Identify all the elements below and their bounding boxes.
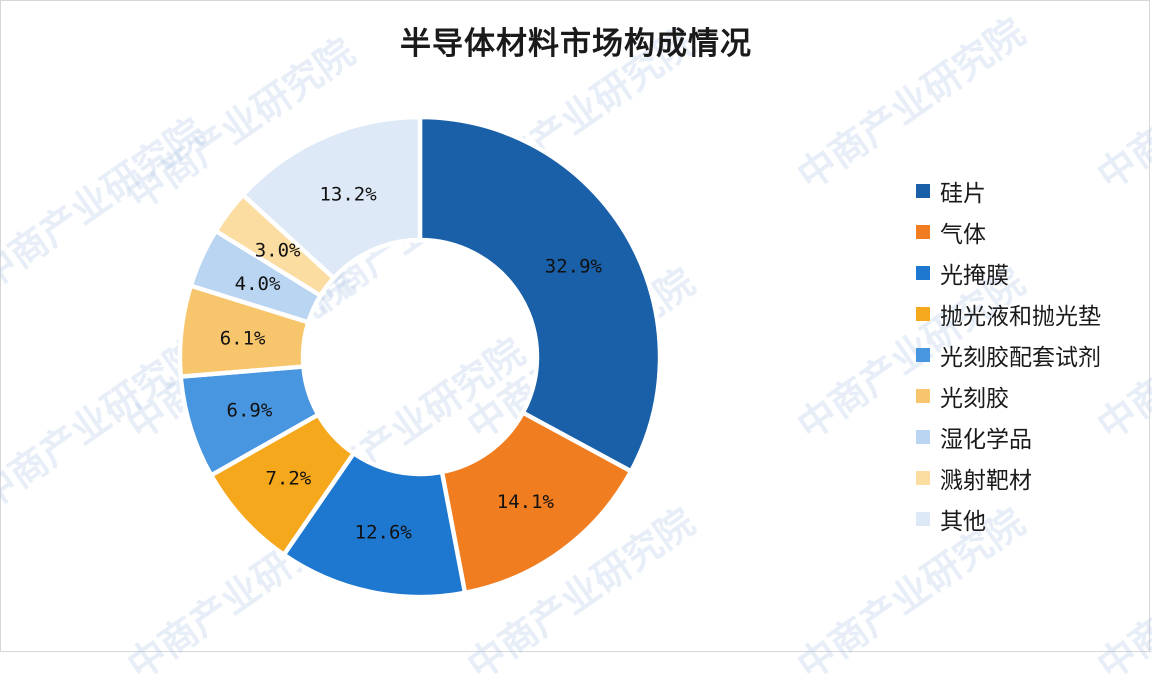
donut-slice-1	[439, 409, 635, 596]
legend-item: 气体	[916, 211, 1101, 252]
legend-swatch	[916, 511, 930, 526]
slice-value-label: 6.9%	[227, 399, 273, 421]
legend-item: 其他	[916, 498, 1101, 539]
legend: 硅片气体光掩膜抛光液和抛光垫 光刻胶配套试剂 光刻胶湿化学品溅射靶材其他	[916, 170, 1101, 539]
legend-label: 其他	[940, 508, 986, 535]
legend-item: 光刻胶	[916, 375, 1101, 416]
slice-value-label: 14.1%	[497, 491, 555, 513]
slice-value-label: 6.1%	[220, 327, 266, 349]
slice-value-label: 12.6%	[355, 522, 413, 544]
chart-title: 半导体材料市场构成情况	[400, 26, 752, 62]
legend-swatch	[916, 388, 930, 403]
legend-item: 光掩膜	[916, 252, 1101, 293]
legend-swatch	[916, 224, 930, 239]
legend-swatch	[916, 470, 930, 485]
legend-item: 硅片	[916, 170, 1101, 211]
legend-label: 气体	[940, 221, 986, 248]
slice-value-label: 7.2%	[265, 468, 311, 490]
legend-label: 光刻胶	[940, 385, 1009, 412]
legend-label: 硅片	[940, 180, 986, 207]
legend-label: 溅射靶材	[940, 467, 1032, 494]
legend-swatch	[916, 347, 930, 362]
legend-item: 溅射靶材	[916, 457, 1101, 498]
chart-frame	[0, 0, 1150, 652]
slice-value-label: 4.0%	[235, 273, 281, 295]
legend-swatch	[916, 429, 930, 444]
legend-swatch	[916, 183, 930, 198]
slice-value-label: 3.0%	[255, 239, 301, 261]
legend-label: 光刻胶配套试剂	[940, 344, 1101, 371]
slice-labels-group: 32.9% 14.1% 12.6% 7.2% 6.9% 6.1% 4.0% 3.0% 13.2%	[220, 184, 603, 544]
slice-value-label: 32.9%	[545, 256, 603, 278]
donut-chart: 32.9% 14.1% 12.6% 7.2% 6.9% 6.1% 4.0% 3.0% 13.2%	[177, 114, 663, 600]
legend-label: 湿化学品	[940, 426, 1032, 453]
legend-item: 光刻胶配套试剂	[916, 334, 1101, 375]
donut-slice-0	[417, 114, 663, 475]
legend-swatch	[916, 265, 930, 280]
slice-value-label: 13.2%	[319, 184, 377, 206]
legend-label: 抛光液和抛光垫	[940, 303, 1101, 330]
legend-swatch	[916, 306, 930, 321]
legend-item: 湿化学品	[916, 416, 1101, 457]
legend-item: 抛光液和抛光垫	[916, 293, 1101, 334]
slices-group	[177, 114, 663, 600]
donut-slice-8	[239, 114, 423, 282]
legend-label: 光掩膜	[940, 262, 1009, 289]
